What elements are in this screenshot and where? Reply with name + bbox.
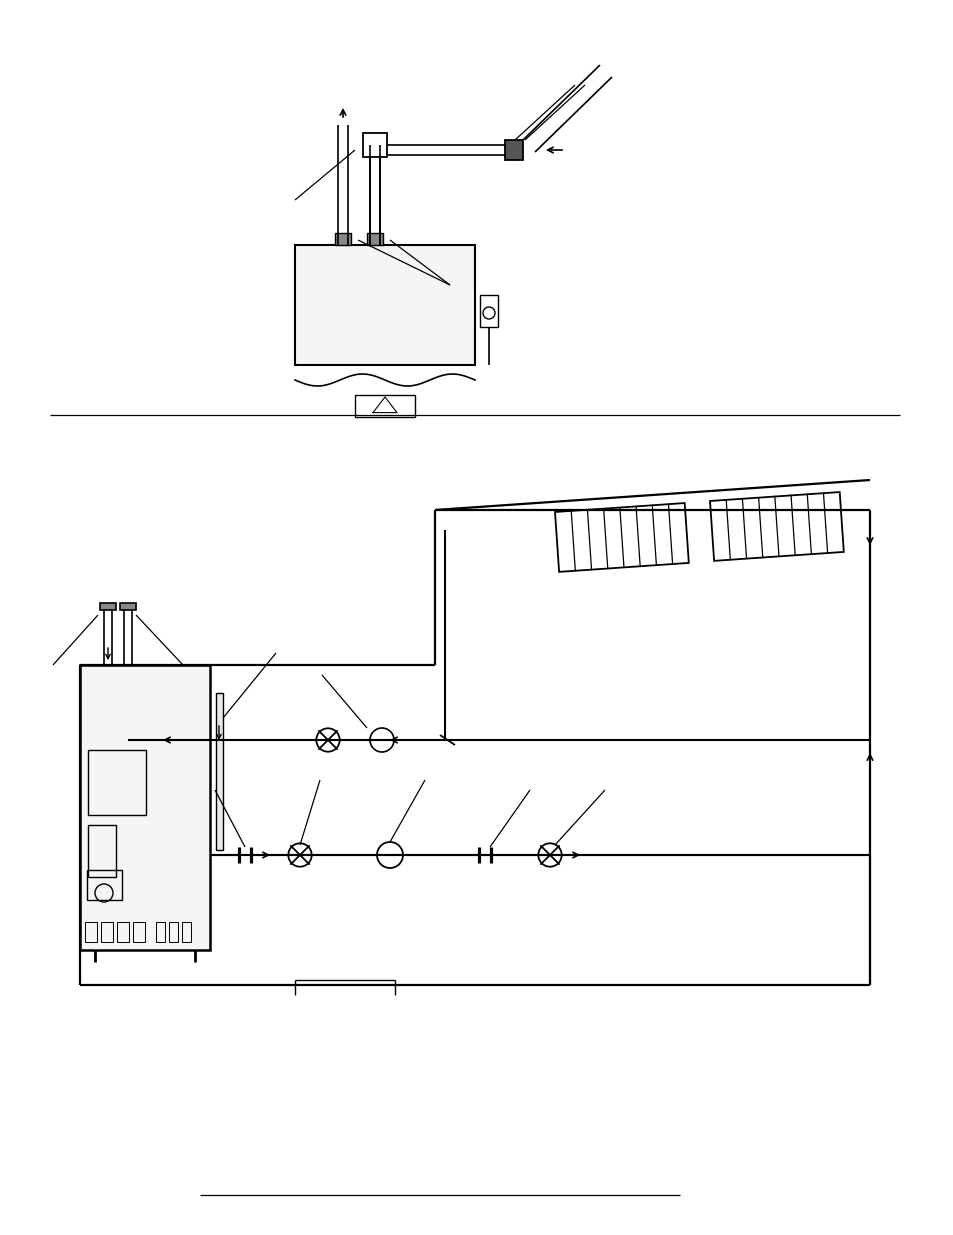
Bar [335, 233, 351, 245]
Bar [363, 133, 387, 157]
Bar [120, 603, 136, 610]
Bar [355, 395, 415, 417]
Bar [169, 923, 178, 942]
Bar [182, 923, 191, 942]
Bar [215, 693, 223, 850]
Bar [87, 869, 122, 900]
Bar [88, 825, 116, 877]
Bar [88, 750, 146, 815]
Bar [294, 245, 475, 366]
Bar [132, 923, 145, 942]
Bar [100, 603, 116, 610]
Bar [101, 923, 112, 942]
Bar [80, 664, 210, 950]
Bar [479, 295, 497, 327]
Bar [156, 923, 165, 942]
Bar [504, 140, 522, 161]
Bar [85, 923, 97, 942]
Bar [117, 923, 129, 942]
Bar [367, 233, 382, 245]
